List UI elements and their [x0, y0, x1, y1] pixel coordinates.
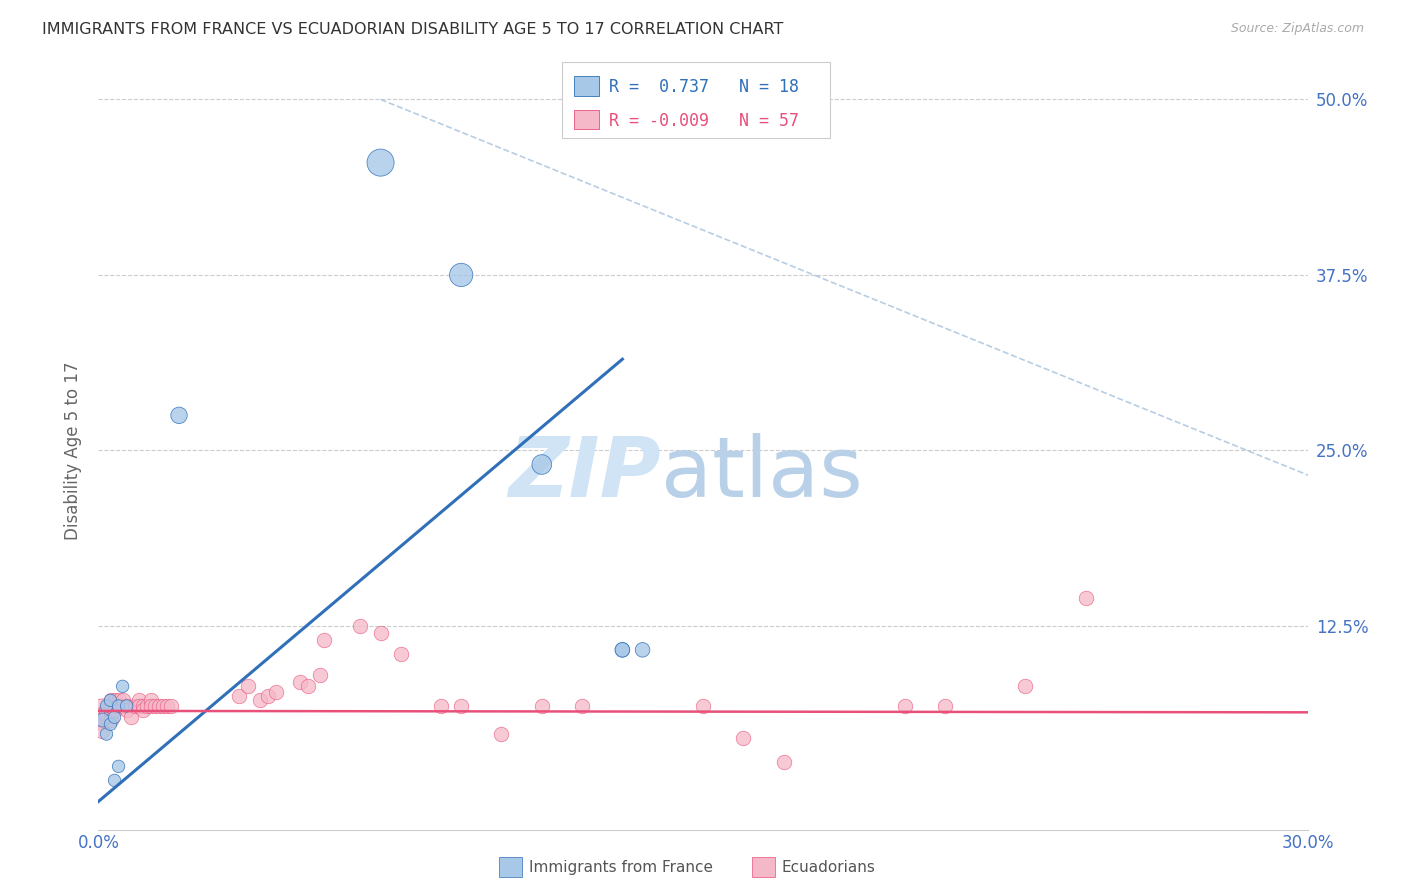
- Point: [100, 698, 122, 713]
- Point: [135, 698, 157, 713]
- Point: [91, 713, 114, 727]
- Point: [111, 693, 134, 707]
- Point: [139, 693, 162, 707]
- Point: [100, 693, 122, 707]
- Point: [91, 713, 114, 727]
- Point: [100, 693, 122, 707]
- Point: [100, 717, 122, 731]
- Point: [115, 698, 138, 713]
- Point: [111, 698, 134, 713]
- Point: [103, 703, 125, 717]
- Point: [612, 643, 634, 657]
- Point: [96, 698, 118, 713]
- Point: [124, 698, 146, 713]
- Point: [107, 693, 129, 707]
- Point: [103, 773, 125, 788]
- Point: [107, 759, 129, 773]
- Point: [264, 685, 287, 699]
- Point: [256, 689, 278, 703]
- Point: [236, 679, 259, 693]
- Y-axis label: Disability Age 5 to 17: Disability Age 5 to 17: [65, 361, 83, 540]
- Point: [91, 707, 114, 722]
- Point: [249, 693, 271, 707]
- Point: [297, 679, 319, 693]
- Point: [349, 619, 371, 633]
- Point: [156, 698, 179, 713]
- Point: [100, 713, 122, 727]
- Text: ZIP: ZIP: [508, 433, 661, 514]
- Point: [491, 727, 513, 741]
- Point: [370, 626, 392, 640]
- Point: [128, 698, 150, 713]
- Point: [115, 703, 138, 717]
- Point: [128, 698, 150, 713]
- Point: [430, 698, 453, 713]
- Point: [107, 698, 129, 713]
- Text: atlas: atlas: [661, 433, 862, 514]
- Point: [120, 710, 142, 724]
- Point: [530, 458, 553, 472]
- Text: Ecuadorians: Ecuadorians: [782, 860, 876, 874]
- Point: [132, 703, 155, 717]
- Text: R = -0.009   N = 57: R = -0.009 N = 57: [609, 112, 799, 130]
- Point: [934, 698, 956, 713]
- Point: [143, 698, 166, 713]
- Point: [107, 698, 129, 713]
- Point: [103, 693, 125, 707]
- Point: [96, 707, 118, 722]
- Point: [692, 698, 714, 713]
- Point: [96, 727, 118, 741]
- Point: [370, 155, 392, 169]
- Text: R =  0.737   N = 18: R = 0.737 N = 18: [609, 78, 799, 96]
- Point: [91, 724, 114, 739]
- Point: [314, 633, 336, 648]
- Point: [167, 409, 190, 423]
- Point: [631, 643, 654, 657]
- Point: [309, 668, 332, 682]
- Point: [450, 698, 472, 713]
- Point: [128, 693, 150, 707]
- Point: [733, 731, 755, 746]
- Point: [152, 698, 174, 713]
- Point: [450, 268, 472, 282]
- Point: [612, 643, 634, 657]
- Point: [288, 675, 311, 690]
- Point: [893, 698, 915, 713]
- Point: [132, 698, 155, 713]
- Point: [111, 679, 134, 693]
- Point: [389, 647, 412, 661]
- Point: [91, 707, 114, 722]
- Point: [772, 755, 794, 769]
- Text: IMMIGRANTS FROM FRANCE VS ECUADORIAN DISABILITY AGE 5 TO 17 CORRELATION CHART: IMMIGRANTS FROM FRANCE VS ECUADORIAN DIS…: [42, 22, 783, 37]
- Point: [530, 698, 553, 713]
- Point: [228, 689, 250, 703]
- Point: [1074, 591, 1097, 605]
- Point: [160, 698, 183, 713]
- Text: Immigrants from France: Immigrants from France: [529, 860, 713, 874]
- Point: [571, 698, 593, 713]
- Point: [103, 710, 125, 724]
- Point: [139, 698, 162, 713]
- Point: [100, 707, 122, 722]
- Point: [115, 698, 138, 713]
- Point: [96, 703, 118, 717]
- Text: Source: ZipAtlas.com: Source: ZipAtlas.com: [1230, 22, 1364, 36]
- Point: [1014, 679, 1036, 693]
- Point: [148, 698, 170, 713]
- Point: [96, 710, 118, 724]
